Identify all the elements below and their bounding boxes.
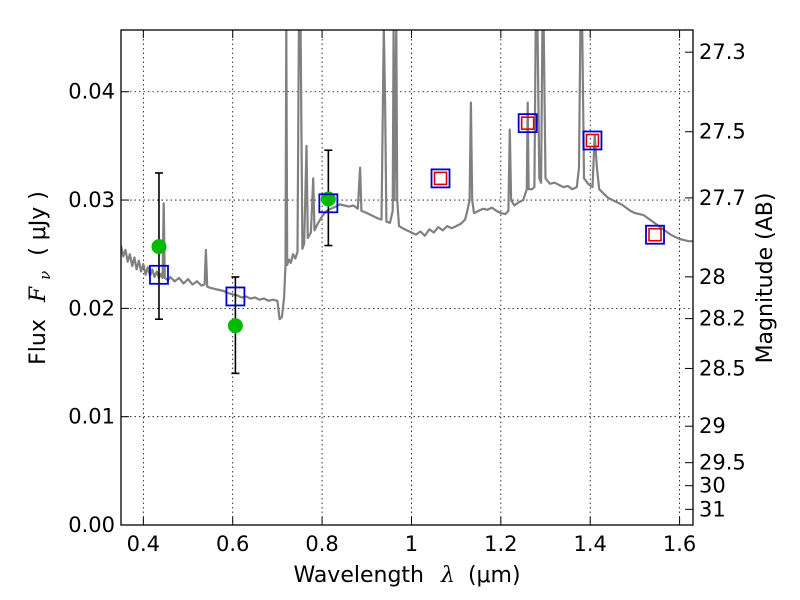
model-point: [149, 264, 169, 285]
y-tick-label: 0.03: [68, 188, 115, 212]
tick-layer: 0.4 0.6 0.8 1 1.2 1.4 1.6 0.00 0.01 0.02 0.03 0.04 2…: [68, 30, 746, 556]
observed-point: [151, 239, 167, 255]
plot-frame: [120, 29, 694, 526]
y2-tick-label: 27.5: [699, 120, 746, 144]
y2-tick-label: 27.7: [699, 186, 746, 210]
x-tick-label: 0.8: [305, 532, 338, 556]
y-axis-label: Flux F ν ( μJy ): [26, 191, 56, 365]
x-tick-label: 0.6: [216, 532, 249, 556]
model-point: [582, 130, 603, 151]
x-tick-label: 1.6: [663, 532, 696, 556]
model-point: [318, 193, 339, 214]
model-point: [430, 168, 451, 189]
y2-tick-label: 27.3: [699, 40, 746, 64]
model-point: [225, 286, 246, 307]
x-tick-label: 1.4: [574, 532, 607, 556]
y-axis-label-text: Flux: [26, 319, 51, 365]
y-tick-label: 0.00: [68, 513, 115, 537]
x-axis-label: Wavelength λ (μm): [293, 563, 520, 588]
x-tick-label: 1: [405, 532, 418, 556]
marker-layer: [149, 113, 665, 375]
y-axis-label-subscript: ν: [36, 271, 54, 280]
y-axis-label-symbol: F: [26, 286, 51, 303]
observed-point: [320, 191, 336, 207]
x-axis-label-symbol: λ: [440, 563, 455, 588]
y-tick-label: 0.04: [68, 80, 115, 104]
model-point: [517, 113, 538, 134]
x-tick-label: 1.2: [484, 532, 517, 556]
y2-tick-label: 29: [699, 414, 726, 438]
sed-line: [121, 30, 693, 321]
y2-axis-label: Magnitude (AB): [753, 193, 778, 364]
y2-tick-label: 29.5: [699, 451, 746, 475]
series-layer: [121, 30, 693, 321]
y-tick-label: 0.01: [68, 405, 115, 429]
ir-point: [520, 116, 535, 130]
model-point: [645, 224, 665, 245]
y2-tick-label: 28: [699, 265, 726, 289]
y2-tick-label: 31: [699, 497, 726, 521]
x-axis-label-units: (μm): [468, 563, 521, 588]
ir-point: [585, 133, 600, 148]
y2-tick-label: 30: [699, 474, 726, 498]
y2-tick-label: 28.5: [699, 356, 746, 380]
ir-point: [648, 227, 662, 242]
y2-tick-label: 28.2: [699, 307, 746, 331]
y-tick-label: 0.02: [68, 296, 115, 320]
observed-point: [227, 318, 243, 334]
ir-point: [433, 171, 448, 186]
y-axis-label-units: ( μJy ): [26, 191, 51, 256]
x-axis-label-text: Wavelength: [293, 563, 424, 588]
x-tick-label: 0.4: [127, 532, 160, 556]
